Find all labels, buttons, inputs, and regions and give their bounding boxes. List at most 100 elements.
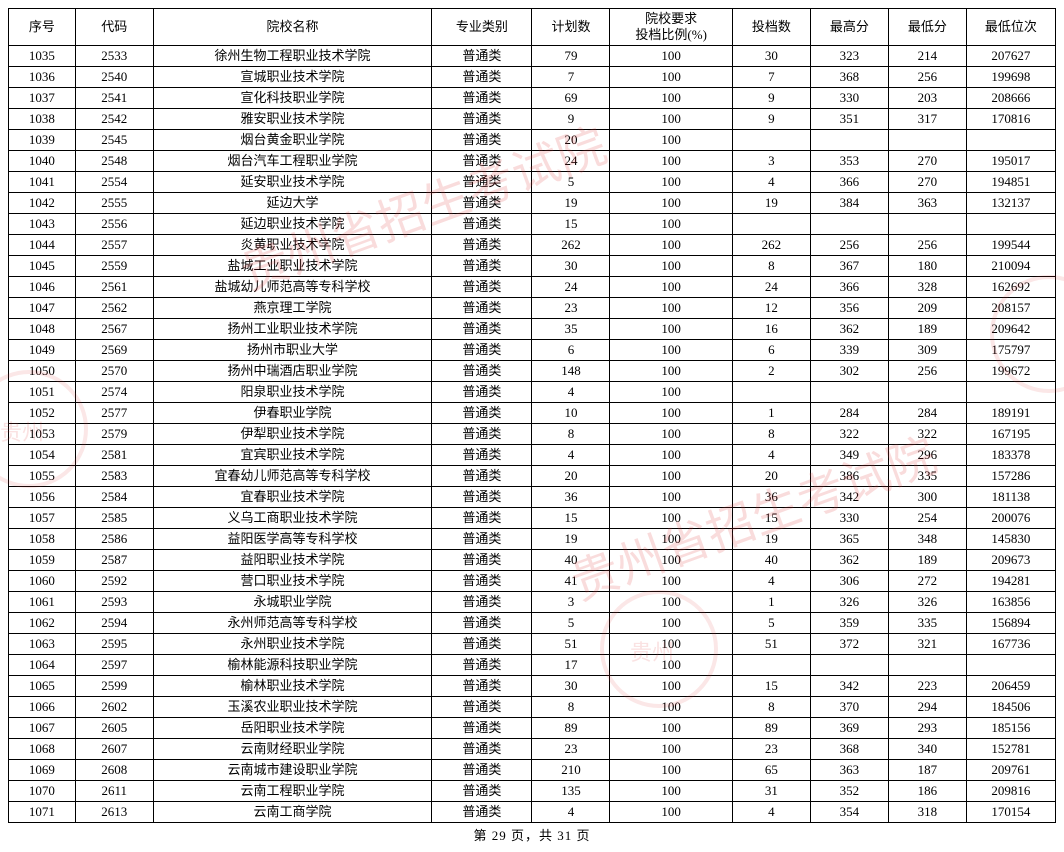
cell-plan: 69: [532, 88, 610, 109]
cell-school: 益阳医学高等专科学校: [153, 529, 431, 550]
table-row: 10362540宣城职业技术学院普通类71007368256199698: [9, 67, 1056, 88]
cell-school: 云南工商学院: [153, 802, 431, 823]
cell-category: 普通类: [432, 802, 532, 823]
cell-category: 普通类: [432, 340, 532, 361]
table-row: 10672605岳阳职业技术学院普通类8910089369293185156: [9, 718, 1056, 739]
cell-code: 2581: [75, 445, 153, 466]
cell-category: 普通类: [432, 319, 532, 340]
cell-seq: 1070: [9, 781, 76, 802]
cell-cast: 4: [732, 445, 810, 466]
cell-min: 189: [888, 550, 966, 571]
cell-code: 2599: [75, 676, 153, 697]
cell-min: 296: [888, 445, 966, 466]
cell-ratio: 100: [610, 214, 733, 235]
cell-school: 宣城职业技术学院: [153, 67, 431, 88]
admissions-table: 序号代码院校名称专业类别计划数院校要求投档比例(%)投档数最高分最低分最低位次 …: [8, 8, 1056, 823]
cell-ratio: 100: [610, 529, 733, 550]
cell-code: 2595: [75, 634, 153, 655]
col-header-plan: 计划数: [532, 9, 610, 46]
cell-plan: 135: [532, 781, 610, 802]
cell-max: 366: [810, 172, 888, 193]
table-row: 10592587益阳职业技术学院普通类4010040362189209673: [9, 550, 1056, 571]
cell-school: 延边大学: [153, 193, 431, 214]
cell-category: 普通类: [432, 172, 532, 193]
table-row: 10372541宣化科技职业学院普通类691009330203208666: [9, 88, 1056, 109]
cell-cast: 8: [732, 256, 810, 277]
cell-school: 扬州市职业大学: [153, 340, 431, 361]
cell-plan: 10: [532, 403, 610, 424]
table-row: 10512574阳泉职业技术学院普通类4100: [9, 382, 1056, 403]
cell-rank: 170154: [966, 802, 1055, 823]
cell-ratio: 100: [610, 130, 733, 151]
cell-min: 293: [888, 718, 966, 739]
table-row: 10702611云南工程职业学院普通类13510031352186209816: [9, 781, 1056, 802]
cell-category: 普通类: [432, 67, 532, 88]
cell-cast: 3: [732, 151, 810, 172]
cell-ratio: 100: [610, 634, 733, 655]
cell-code: 2567: [75, 319, 153, 340]
cell-max: 368: [810, 739, 888, 760]
cell-code: 2540: [75, 67, 153, 88]
cell-ratio: 100: [610, 46, 733, 67]
cell-rank: 199544: [966, 235, 1055, 256]
cell-school: 延边职业技术学院: [153, 214, 431, 235]
cell-category: 普通类: [432, 46, 532, 67]
col-header-school: 院校名称: [153, 9, 431, 46]
table-row: 10682607云南财经职业学院普通类2310023368340152781: [9, 739, 1056, 760]
col-header-max: 最高分: [810, 9, 888, 46]
cell-code: 2554: [75, 172, 153, 193]
cell-max: 362: [810, 550, 888, 571]
cell-rank: 157286: [966, 466, 1055, 487]
cell-ratio: 100: [610, 718, 733, 739]
cell-school: 益阳职业技术学院: [153, 550, 431, 571]
cell-category: 普通类: [432, 529, 532, 550]
table-row: 10692608云南城市建设职业学院普通类2101006536318720976…: [9, 760, 1056, 781]
cell-min: 363: [888, 193, 966, 214]
cell-plan: 262: [532, 235, 610, 256]
cell-rank: 167195: [966, 424, 1055, 445]
cell-plan: 36: [532, 487, 610, 508]
cell-max: 367: [810, 256, 888, 277]
cell-rank: 175797: [966, 340, 1055, 361]
cell-max: 330: [810, 508, 888, 529]
cell-cast: 24: [732, 277, 810, 298]
cell-ratio: 100: [610, 235, 733, 256]
cell-max: 370: [810, 697, 888, 718]
cell-category: 普通类: [432, 655, 532, 676]
cell-max: 365: [810, 529, 888, 550]
cell-ratio: 100: [610, 508, 733, 529]
cell-cast: 8: [732, 424, 810, 445]
cell-category: 普通类: [432, 445, 532, 466]
cell-school: 义乌工商职业技术学院: [153, 508, 431, 529]
cell-seq: 1065: [9, 676, 76, 697]
cell-cast: 15: [732, 508, 810, 529]
cell-seq: 1042: [9, 193, 76, 214]
cell-ratio: 100: [610, 109, 733, 130]
cell-code: 2611: [75, 781, 153, 802]
cell-plan: 8: [532, 424, 610, 445]
table-row: 10572585义乌工商职业技术学院普通类1510015330254200076: [9, 508, 1056, 529]
cell-cast: 9: [732, 88, 810, 109]
cell-ratio: 100: [610, 88, 733, 109]
cell-ratio: 100: [610, 550, 733, 571]
cell-plan: 5: [532, 172, 610, 193]
cell-school: 云南工程职业学院: [153, 781, 431, 802]
cell-max: [810, 655, 888, 676]
cell-seq: 1048: [9, 319, 76, 340]
cell-seq: 1067: [9, 718, 76, 739]
cell-cast: 16: [732, 319, 810, 340]
cell-min: 270: [888, 151, 966, 172]
cell-category: 普通类: [432, 214, 532, 235]
cell-category: 普通类: [432, 571, 532, 592]
cell-ratio: 100: [610, 802, 733, 823]
cell-cast: 19: [732, 529, 810, 550]
cell-plan: 41: [532, 571, 610, 592]
cell-max: 330: [810, 88, 888, 109]
cell-seq: 1047: [9, 298, 76, 319]
cell-seq: 1060: [9, 571, 76, 592]
cell-category: 普通类: [432, 403, 532, 424]
cell-min: 309: [888, 340, 966, 361]
cell-min: 203: [888, 88, 966, 109]
cell-rank: 181138: [966, 487, 1055, 508]
cell-seq: 1054: [9, 445, 76, 466]
